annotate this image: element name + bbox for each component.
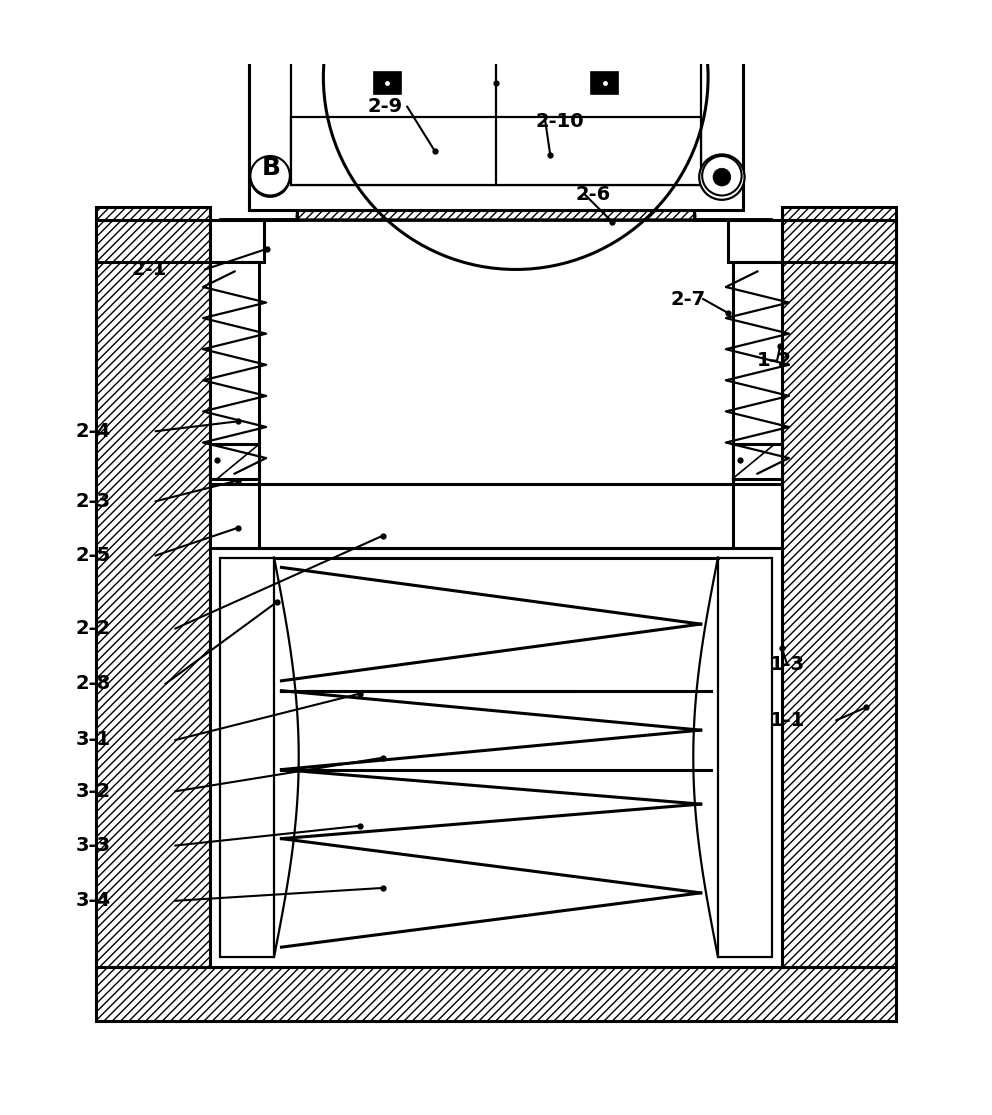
Bar — [96, 207, 210, 967]
Circle shape — [250, 0, 290, 6]
Text: 1-3: 1-3 — [770, 655, 805, 673]
Text: 2-8: 2-8 — [76, 675, 111, 694]
Bar — [210, 262, 259, 484]
Text: 2-7: 2-7 — [671, 290, 706, 309]
Bar — [96, 967, 896, 1021]
Polygon shape — [220, 84, 772, 220]
Bar — [210, 220, 264, 262]
Bar — [733, 444, 782, 478]
Bar — [733, 262, 782, 484]
Text: 3-4: 3-4 — [76, 891, 111, 910]
Bar — [210, 444, 259, 478]
Circle shape — [250, 156, 290, 195]
Bar — [291, 0, 701, 185]
Bar — [220, 558, 274, 957]
Bar — [96, 220, 210, 262]
Circle shape — [713, 168, 731, 186]
Text: 1-1: 1-1 — [770, 710, 805, 729]
Text: 1-2: 1-2 — [757, 351, 792, 370]
Text: 3-1: 3-1 — [76, 730, 111, 749]
Bar — [728, 220, 782, 262]
Text: 2-3: 2-3 — [76, 492, 111, 511]
Text: 2-6: 2-6 — [575, 185, 610, 204]
Text: 2-2: 2-2 — [76, 619, 111, 638]
Text: 2-4: 2-4 — [76, 421, 111, 440]
Text: 3-2: 3-2 — [76, 782, 111, 801]
Circle shape — [699, 155, 745, 200]
Text: 2-10: 2-10 — [536, 112, 584, 130]
Circle shape — [702, 156, 742, 195]
Circle shape — [700, 0, 744, 32]
Text: 2-9: 2-9 — [368, 97, 403, 116]
Bar — [782, 207, 896, 967]
Text: 2-1: 2-1 — [131, 260, 167, 279]
Bar — [782, 220, 896, 262]
Text: 3-3: 3-3 — [76, 836, 111, 855]
Bar — [259, 484, 733, 547]
Bar — [249, 0, 743, 211]
Circle shape — [248, 0, 292, 32]
Text: B: B — [262, 156, 281, 180]
Text: 2-5: 2-5 — [76, 546, 111, 565]
Bar — [249, 0, 743, 211]
Circle shape — [250, 157, 290, 197]
Bar — [590, 72, 618, 94]
Bar — [291, 116, 701, 185]
Bar — [718, 558, 772, 957]
Circle shape — [702, 0, 742, 6]
Bar — [374, 72, 402, 94]
Bar — [210, 547, 782, 967]
